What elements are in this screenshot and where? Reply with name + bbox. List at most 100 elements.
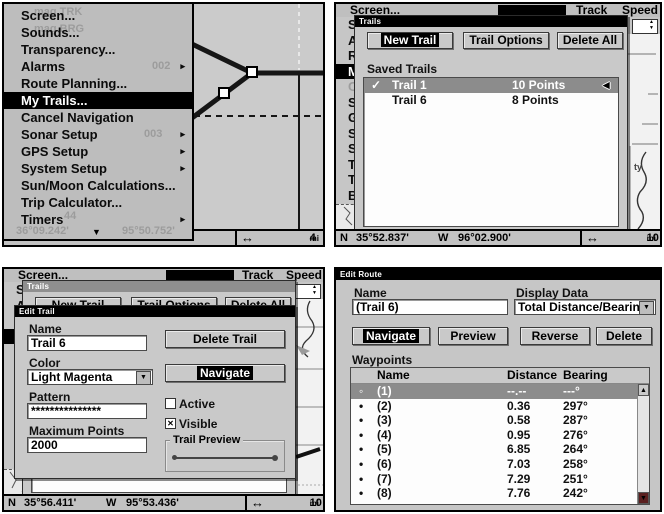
table-row[interactable]: • (4) 0.95 276°	[359, 427, 588, 442]
table-row[interactable]: • (5) 6.85 264°	[359, 442, 588, 457]
latitude-value: 35°52.837'	[356, 232, 409, 244]
menu-item-system-setup[interactable]: System Setup ▸	[21, 161, 185, 176]
name-label: Name	[354, 286, 387, 300]
table-row[interactable]: ◦ (1) --.-- ---°	[351, 384, 638, 399]
spinner-arrows-icon[interactable]: ▲ ▼	[649, 19, 654, 31]
map-strip: ty	[628, 34, 660, 230]
display-data-dropdown[interactable]: Total Distance/Bearing ▼	[514, 299, 656, 315]
submenu-arrow-icon: ▸	[180, 129, 185, 139]
pattern-input[interactable]: ***************	[27, 403, 147, 419]
waypoint-bullet-icon: ◦	[359, 384, 364, 398]
menu-item-screen[interactable]: Screen...	[21, 8, 76, 23]
map-area[interactable]	[190, 4, 323, 229]
menu-item-transparency[interactable]: Transparency...	[21, 42, 116, 57]
new-trail-button[interactable]: New Trail	[367, 32, 453, 49]
delete-all-button[interactable]: Delete All	[557, 32, 623, 49]
visible-checkbox[interactable]: ✕	[165, 418, 176, 429]
range-arrows-icon: ↔	[251, 495, 264, 510]
ghost-latitude: 36°09.242'	[16, 225, 69, 237]
table-row[interactable]: • (8) 7.76 242°	[359, 486, 588, 501]
menu-item-gps-setup[interactable]: GPS Setup ▸	[21, 144, 185, 159]
longitude-value: 96°02.900'	[458, 232, 511, 244]
dialog-title: Edit Route	[336, 269, 660, 280]
menu-item-sun-moon[interactable]: Sun/Moon Calculations...	[21, 178, 176, 193]
menu-item-my-trails[interactable]: My Trails...	[4, 92, 192, 109]
table-row[interactable]: • (2) 0.36 297°	[359, 398, 588, 413]
submenu-arrow-icon: ▸	[180, 146, 185, 156]
menu-item-screen[interactable]: Screen...	[18, 268, 69, 282]
range-arrows-icon: ↔	[586, 230, 599, 245]
speed-value-box: ▲ ▼	[295, 284, 321, 299]
active-checkbox[interactable]	[165, 398, 176, 409]
menu-item-trip-calculator[interactable]: Trip Calculator...	[21, 195, 123, 210]
visible-label: Visible	[179, 417, 218, 431]
spinner-arrows-icon[interactable]: ▲ ▼	[312, 284, 317, 296]
waypoint-bullet-icon: •	[359, 398, 364, 413]
status-bar: N 35°56.411' W 95°53.436' ↔ 10 mi	[4, 494, 323, 510]
delete-button[interactable]: Delete	[596, 327, 652, 345]
waypoint-bullet-icon: •	[359, 413, 364, 428]
trail-options-button[interactable]: Trail Options	[463, 32, 549, 49]
panel-edit-route: Edit Route Name (Trail 6) Display Data T…	[334, 267, 662, 512]
ghost-map-text: mag TRK	[34, 6, 83, 18]
preview-button[interactable]: Preview	[438, 327, 508, 345]
trail-list-item[interactable]: ✓ Trail 1 10 Points ◄	[364, 78, 618, 93]
map-scale-value: 4 mi	[309, 232, 319, 244]
track-label: Track	[242, 268, 274, 282]
status-bar: N 35°52.837' W 96°02.900' ↔ 10 mi	[336, 229, 660, 245]
scrollbar[interactable]: ▲ ▼	[637, 384, 649, 504]
color-dropdown[interactable]: Light Magenta ▼	[27, 369, 153, 385]
saved-trails-list: ✓ Trail 1 10 Points ◄ Trail 6 8 Points	[363, 77, 619, 227]
trail-name-input[interactable]: Trail 6	[27, 335, 147, 351]
trail-preview-label: Trail Preview	[170, 434, 244, 446]
ghost-map-text: mag BRG	[34, 23, 85, 35]
chevron-down-icon[interactable]: ▼	[639, 301, 654, 314]
map-scale-box: ↔ 10 mi	[580, 231, 660, 245]
panel-trails-dialog: Screen... Track Speed So Ala Ro My Ca So…	[334, 2, 662, 247]
trail-list-item[interactable]: Trail 6 8 Points	[392, 93, 559, 107]
waypoint-bullet-icon: •	[359, 456, 364, 471]
max-points-label: Maximum Points	[29, 424, 125, 438]
submenu-arrow-icon: ▸	[180, 61, 185, 71]
menu-item-screen[interactable]: Screen...	[350, 3, 401, 17]
table-row[interactable]: • (6) 7.03 258°	[359, 456, 588, 471]
lon-hemisphere: W	[106, 497, 117, 509]
route-name-input[interactable]: (Trail 6)	[352, 299, 508, 315]
scroll-up-icon[interactable]: ▲	[638, 384, 649, 396]
main-menu: mag TRK mag BRG 002 003 44 Screen... Sou…	[4, 4, 194, 241]
delete-trail-button[interactable]: Delete Trail	[165, 330, 285, 348]
speed-value-box: ▲ ▼	[632, 19, 658, 34]
color-label: Color	[29, 356, 61, 370]
menu-item-route-planning[interactable]: Route Planning...	[21, 76, 128, 91]
table-row[interactable]: • (3) 0.58 287°	[359, 413, 588, 428]
trail-preview-group: Trail Preview	[165, 434, 285, 472]
range-arrows-icon: ↔	[241, 230, 254, 245]
menu-item-alarms[interactable]: Alarms ▸	[21, 59, 185, 74]
lat-hemisphere: N	[8, 497, 16, 509]
waypoint-bullet-icon: •	[359, 442, 364, 457]
submenu-arrow-icon: ▸	[180, 163, 185, 173]
table-row[interactable]: • (7) 7.29 251°	[359, 471, 588, 486]
waypoints-table: Name Distance Bearing ◦ (1) --.-- ---° •…	[350, 367, 650, 505]
waypoint-bullet-icon: •	[359, 471, 364, 486]
trail-preview-line[interactable]	[172, 454, 278, 461]
ghost-longitude: 95°50.752'	[122, 225, 175, 237]
table-header: Name Distance Bearing	[351, 368, 649, 384]
scroll-down-icon[interactable]: ▼	[638, 492, 649, 504]
menu-scroll-down-icon[interactable]: ▼	[92, 227, 101, 237]
waypoints-label: Waypoints	[352, 353, 413, 367]
reverse-button[interactable]: Reverse	[520, 327, 590, 345]
name-label: Name	[29, 322, 62, 336]
saved-trails-label: Saved Trails	[367, 62, 438, 76]
map-strip	[294, 299, 323, 494]
max-points-input[interactable]: 2000	[27, 437, 147, 453]
menu-item-sonar-setup[interactable]: Sonar Setup ▸	[21, 127, 185, 142]
menu-item-cancel-navigation[interactable]: Cancel Navigation	[21, 110, 134, 125]
navigate-button[interactable]: Navigate	[352, 327, 430, 345]
menu-item-timers[interactable]: Timers ▸	[21, 212, 185, 227]
chevron-down-icon[interactable]: ▼	[136, 371, 151, 384]
navigate-button[interactable]: Navigate	[165, 364, 285, 382]
submenu-arrow-icon: ▸	[180, 214, 185, 224]
menu-item-sounds[interactable]: Sounds...	[21, 25, 80, 40]
speed-label: Speed	[286, 268, 323, 282]
